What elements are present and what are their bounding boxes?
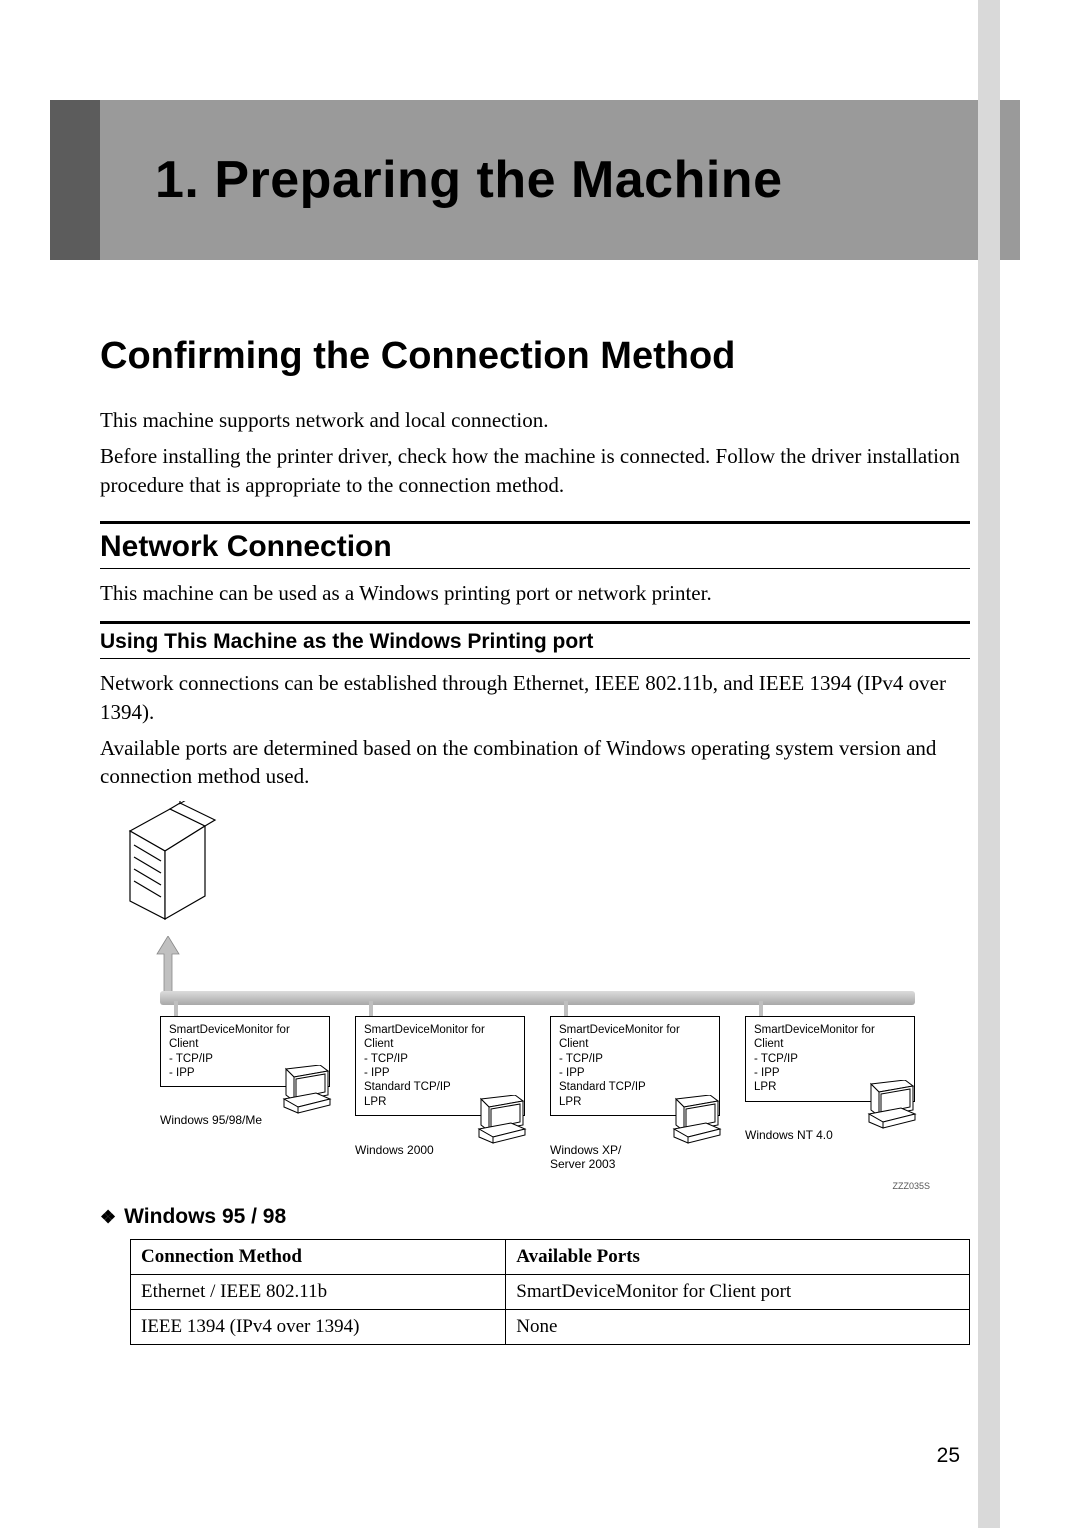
client-box-line: SmartDeviceMonitor for Client	[559, 1023, 711, 1052]
monitor-icon	[280, 1065, 335, 1120]
ports-table: Connection Method Available Ports Ethern…	[130, 1239, 970, 1345]
subsection-heading: Network Connection	[100, 530, 970, 564]
table-header-row: Connection Method Available Ports	[131, 1239, 970, 1274]
divider	[100, 658, 970, 659]
table-col-method: Connection Method	[131, 1239, 506, 1274]
network-p3: Available ports are determined based on …	[100, 734, 970, 791]
table-heading-text: Windows 95 / 98	[124, 1205, 286, 1228]
table-cell: Ethernet / IEEE 802.11b	[131, 1274, 506, 1309]
os-label: Windows NT 4.0	[745, 1128, 915, 1142]
page: 1. Preparing the Machine Confirming the …	[0, 0, 1080, 1528]
arrow-up-icon	[155, 936, 181, 996]
divider	[100, 568, 970, 569]
monitor-icon	[475, 1095, 530, 1150]
chapter-title-banner: 1. Preparing the Machine	[50, 100, 1020, 260]
client-box-line: SmartDeviceMonitor for Client	[364, 1023, 516, 1052]
client-box-line: - TCP/IP	[559, 1052, 711, 1066]
diamond-icon: ❖	[100, 1207, 116, 1227]
client-box-line: - IPP	[754, 1066, 906, 1080]
client-box-line: SmartDeviceMonitor for Client	[169, 1023, 321, 1052]
table-row: IEEE 1394 (IPv4 over 1394)None	[131, 1309, 970, 1344]
network-p1: This machine can be used as a Windows pr…	[100, 579, 970, 607]
table-col-ports: Available Ports	[506, 1239, 970, 1274]
os-label: Windows 95/98/Me	[160, 1113, 330, 1127]
network-bus-line	[160, 991, 915, 1005]
client-box-line: - TCP/IP	[169, 1052, 321, 1066]
os-label: Windows 2000	[355, 1143, 525, 1157]
subsubsection-heading: Using This Machine as the Windows Printi…	[100, 630, 970, 654]
network-diagram: SmartDeviceMonitor for Client- TCP/IP- I…	[100, 801, 930, 1191]
client-box-line: - IPP	[364, 1066, 516, 1080]
network-p2: Network connections can be established t…	[100, 669, 970, 726]
client-box-line: SmartDeviceMonitor for Client	[754, 1023, 906, 1052]
intro-p1: This machine supports network and local …	[100, 406, 970, 434]
os-label: Windows XP/ Server 2003	[550, 1143, 720, 1171]
page-number: 25	[937, 1444, 960, 1468]
monitor-icon	[865, 1080, 920, 1135]
client-box-line: - IPP	[559, 1066, 711, 1080]
client-box-line: - TCP/IP	[364, 1052, 516, 1066]
printer-icon	[110, 801, 220, 931]
section-heading: Confirming the Connection Method	[100, 335, 970, 378]
client-box-line: Standard TCP/IP	[364, 1080, 516, 1094]
side-gray-bar	[978, 0, 1000, 1528]
table-cell: IEEE 1394 (IPv4 over 1394)	[131, 1309, 506, 1344]
intro-p2: Before installing the printer driver, ch…	[100, 442, 970, 499]
divider	[100, 621, 970, 624]
chapter-title: 1. Preparing the Machine	[155, 150, 783, 210]
table-cell: None	[506, 1309, 970, 1344]
table-cell: SmartDeviceMonitor for Client port	[506, 1274, 970, 1309]
table-row: Ethernet / IEEE 802.11bSmartDeviceMonito…	[131, 1274, 970, 1309]
divider	[100, 521, 970, 524]
figure-id: ZZZ035S	[892, 1181, 930, 1191]
monitor-icon	[670, 1095, 725, 1150]
table-heading: ❖ Windows 95 / 98	[100, 1205, 970, 1229]
client-box-line: - TCP/IP	[754, 1052, 906, 1066]
client-box-line: Standard TCP/IP	[559, 1080, 711, 1094]
